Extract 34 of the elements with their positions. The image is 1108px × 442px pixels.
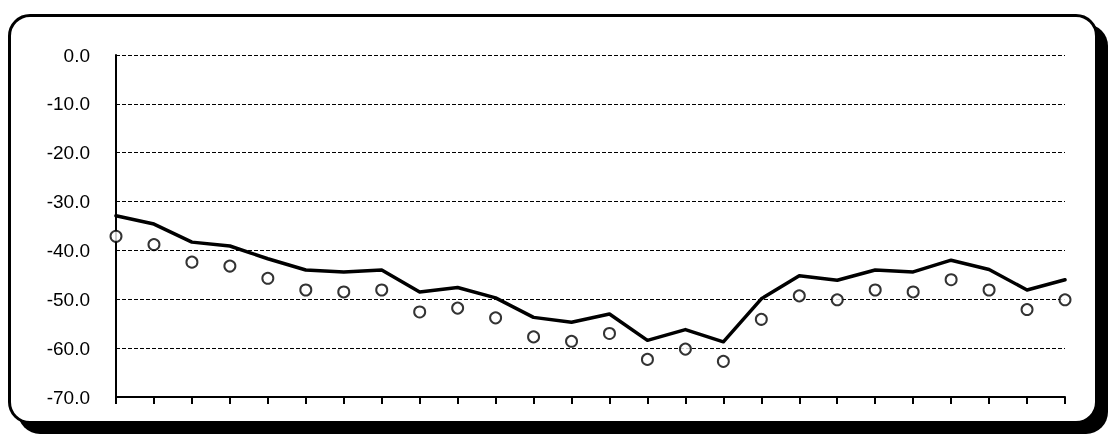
point [678,342,692,356]
point [337,285,351,299]
y-tick-label: -40.0 [46,239,90,261]
point [716,354,730,368]
point [299,283,313,297]
point [906,285,920,299]
y-tick-label: 0.0 [63,44,90,66]
y-tick-label: -10.0 [46,93,90,115]
point [451,301,465,315]
point [489,311,503,325]
point [261,271,275,285]
point [565,334,579,348]
y-tick-label: -30.0 [46,191,90,213]
y-tick-label: -60.0 [46,337,90,359]
point [147,238,161,252]
point [602,326,616,340]
point [944,273,958,287]
y-tick-label: -20.0 [46,142,90,164]
point [754,312,768,326]
point [982,283,996,297]
y-tick-label: -70.0 [46,386,90,408]
point [830,293,844,307]
point [640,352,654,366]
y-tick-label: -50.0 [46,288,90,310]
point [375,283,389,297]
point [223,259,237,273]
point [413,305,427,319]
point [185,255,199,269]
point [1058,293,1072,307]
point [1020,303,1034,317]
point [792,289,806,303]
point [527,330,541,344]
point [109,229,123,243]
point [868,283,882,297]
